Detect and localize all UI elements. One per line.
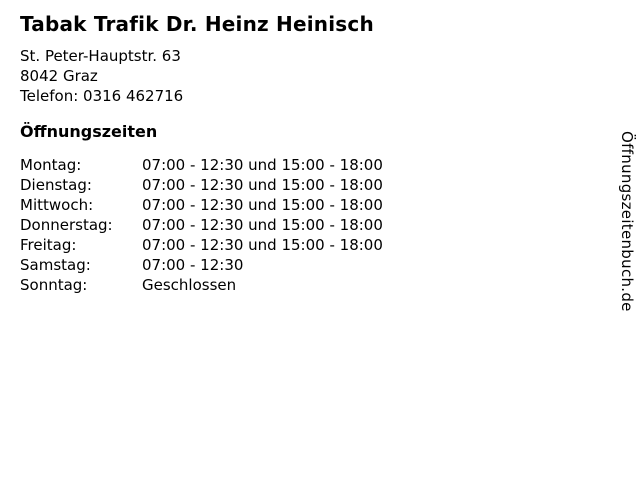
opening-hours-heading: Öffnungszeiten xyxy=(20,122,158,141)
time-value: Geschlossen xyxy=(142,276,237,294)
table-row: Mittwoch: 07:00 - 12:30 und 15:00 - 18:0… xyxy=(20,195,600,215)
address-city: 8042 Graz xyxy=(20,67,98,85)
site-watermark: Öffnungszeitenbuch.de xyxy=(618,131,636,312)
table-row: Donnerstag: 07:00 - 12:30 und 15:00 - 18… xyxy=(20,215,600,235)
address-block: St. Peter-Hauptstr. 63 8042 Graz Telefon… xyxy=(20,46,600,106)
time-value: 07:00 - 12:30 und 15:00 - 18:00 xyxy=(142,176,383,194)
day-label: Donnerstag: xyxy=(20,216,113,234)
time-value: 07:00 - 12:30 und 15:00 - 18:00 xyxy=(142,236,383,254)
time-value: 07:00 - 12:30 und 15:00 - 18:00 xyxy=(142,156,383,174)
main-content: Tabak Trafik Dr. Heinz Heinisch St. Pete… xyxy=(20,0,600,295)
table-row: Samstag: 07:00 - 12:30 xyxy=(20,255,600,275)
day-label: Samstag: xyxy=(20,256,91,274)
day-label: Mittwoch: xyxy=(20,196,94,214)
time-value: 07:00 - 12:30 und 15:00 - 18:00 xyxy=(142,216,383,234)
opening-hours-table: Montag: 07:00 - 12:30 und 15:00 - 18:00 … xyxy=(20,155,600,295)
day-label: Sonntag: xyxy=(20,276,88,294)
table-row: Dienstag: 07:00 - 12:30 und 15:00 - 18:0… xyxy=(20,175,600,195)
time-value: 07:00 - 12:30 und 15:00 - 18:00 xyxy=(142,196,383,214)
address-street: St. Peter-Hauptstr. 63 xyxy=(20,47,181,65)
table-row: Montag: 07:00 - 12:30 und 15:00 - 18:00 xyxy=(20,155,600,175)
day-label: Freitag: xyxy=(20,236,77,254)
phone-line: Telefon: 0316 462716 xyxy=(20,87,184,105)
day-label: Montag: xyxy=(20,156,82,174)
table-row: Sonntag: Geschlossen xyxy=(20,275,600,295)
day-label: Dienstag: xyxy=(20,176,92,194)
time-value: 07:00 - 12:30 xyxy=(142,256,244,274)
business-name-title: Tabak Trafik Dr. Heinz Heinisch xyxy=(20,12,374,36)
table-row: Freitag: 07:00 - 12:30 und 15:00 - 18:00 xyxy=(20,235,600,255)
